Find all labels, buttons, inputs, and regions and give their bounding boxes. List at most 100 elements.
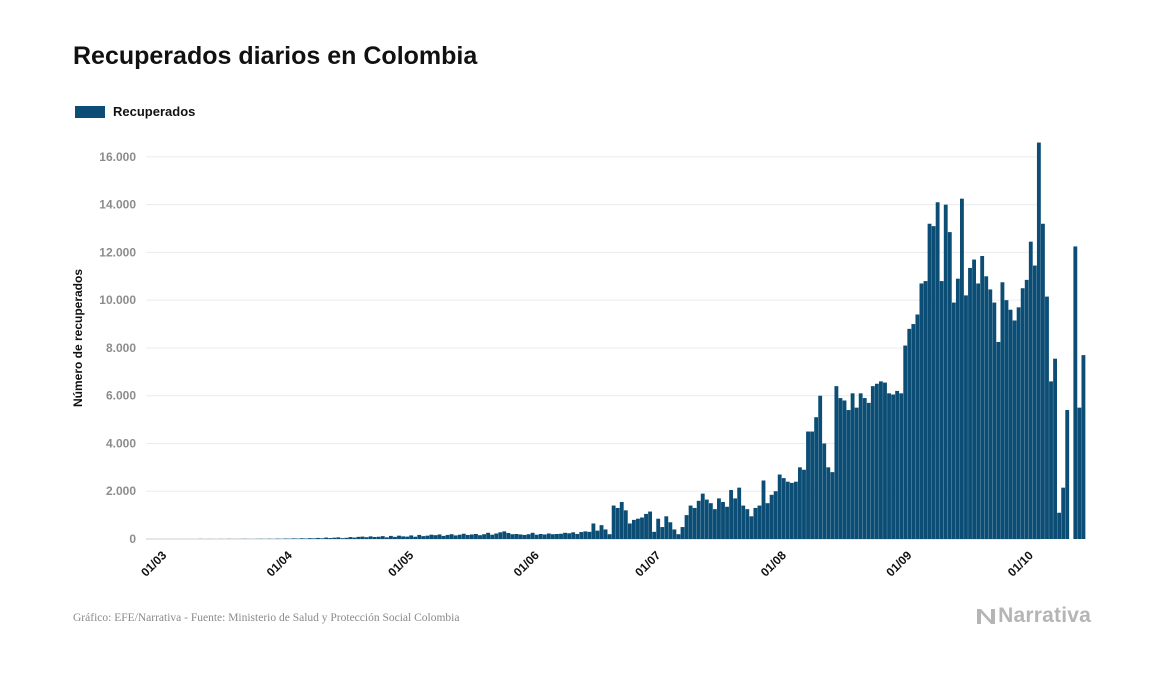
bar bbox=[1016, 307, 1021, 539]
bar bbox=[340, 538, 345, 539]
bar bbox=[644, 513, 648, 539]
bar bbox=[838, 398, 843, 539]
bar bbox=[595, 530, 600, 539]
bar bbox=[781, 478, 786, 539]
bar bbox=[980, 255, 985, 540]
bars bbox=[198, 142, 1086, 540]
bar bbox=[684, 515, 689, 539]
bar bbox=[830, 472, 835, 539]
bar bbox=[955, 278, 960, 539]
bar bbox=[741, 505, 746, 539]
bar bbox=[842, 400, 847, 539]
bar bbox=[745, 509, 750, 539]
bar bbox=[510, 534, 515, 539]
bar bbox=[328, 538, 333, 539]
bar bbox=[636, 518, 640, 539]
bar bbox=[947, 232, 952, 540]
bar bbox=[822, 443, 827, 539]
bar bbox=[413, 536, 418, 539]
legend-label: Recuperados bbox=[113, 104, 196, 119]
bar bbox=[672, 529, 677, 539]
bar bbox=[964, 295, 968, 539]
bar bbox=[648, 511, 653, 539]
bar bbox=[874, 383, 879, 539]
x-tick-label: 01/07 bbox=[632, 548, 663, 579]
bar bbox=[935, 202, 940, 539]
bar bbox=[668, 522, 673, 539]
bar bbox=[992, 302, 997, 539]
bar bbox=[397, 535, 401, 539]
bar bbox=[773, 491, 778, 539]
bar bbox=[834, 386, 839, 539]
y-tick-label: 14.000 bbox=[99, 198, 136, 212]
bar bbox=[968, 267, 972, 539]
bar bbox=[696, 500, 701, 539]
x-tick-label: 01/04 bbox=[264, 548, 295, 579]
bar bbox=[498, 532, 503, 539]
bar bbox=[563, 532, 567, 539]
bar bbox=[550, 534, 555, 539]
bar bbox=[676, 534, 681, 539]
x-tick-label: 01/09 bbox=[883, 548, 914, 579]
bar bbox=[777, 474, 782, 539]
bar bbox=[721, 501, 725, 539]
bar bbox=[656, 518, 661, 539]
bar bbox=[417, 534, 422, 539]
bar bbox=[717, 498, 721, 539]
y-tick-labels: 0 2.000 4.000 6.000 8.000 10.000 12.000 14.000 1… bbox=[99, 150, 136, 546]
y-tick-label: 4.000 bbox=[106, 436, 136, 450]
bar bbox=[409, 535, 414, 539]
bar bbox=[494, 533, 499, 539]
bar bbox=[429, 534, 434, 539]
bar bbox=[393, 536, 397, 539]
bar bbox=[583, 531, 588, 539]
bar bbox=[919, 283, 924, 539]
bar bbox=[1032, 265, 1037, 539]
bar bbox=[761, 480, 766, 539]
bar bbox=[640, 517, 644, 539]
bar bbox=[708, 503, 713, 539]
bar bbox=[826, 467, 831, 539]
logo-text: Narrativa bbox=[998, 604, 1091, 627]
bar bbox=[405, 536, 410, 539]
bar bbox=[603, 529, 608, 539]
bar bbox=[538, 533, 543, 539]
bar bbox=[401, 536, 405, 539]
bar bbox=[850, 393, 855, 539]
bar bbox=[899, 393, 904, 539]
bar bbox=[611, 505, 616, 539]
bar bbox=[688, 505, 693, 539]
bar bbox=[972, 259, 976, 539]
bar bbox=[939, 281, 944, 539]
bar bbox=[441, 535, 446, 539]
bar bbox=[474, 533, 478, 539]
bar bbox=[575, 533, 580, 539]
y-tick-label: 8.000 bbox=[106, 341, 136, 355]
bar bbox=[996, 341, 1001, 539]
bar bbox=[380, 536, 385, 539]
bar bbox=[976, 283, 981, 539]
bar bbox=[923, 281, 928, 539]
bar bbox=[1073, 246, 1078, 539]
bar bbox=[619, 501, 624, 539]
source-credit: Gráfico: EFE/Narrativa - Fuente: Ministe… bbox=[73, 612, 460, 624]
bar bbox=[692, 507, 697, 539]
bar bbox=[700, 493, 705, 539]
bar bbox=[372, 536, 377, 539]
bar bbox=[368, 536, 373, 539]
bar bbox=[1081, 355, 1086, 539]
bar bbox=[704, 499, 709, 539]
bar bbox=[1024, 279, 1029, 539]
bar bbox=[514, 533, 519, 539]
bar bbox=[757, 505, 762, 539]
bar bbox=[785, 481, 790, 539]
bar bbox=[911, 324, 916, 539]
x-tick-labels: 01/03 01/04 01/05 01/06 01/07 01/08 01/09 01/10 bbox=[138, 548, 1036, 579]
bar bbox=[579, 532, 584, 539]
bar bbox=[352, 537, 357, 539]
bar bbox=[559, 533, 563, 539]
bar bbox=[1036, 142, 1041, 540]
bar bbox=[303, 538, 308, 539]
bar bbox=[433, 535, 438, 539]
bar bbox=[802, 469, 806, 539]
